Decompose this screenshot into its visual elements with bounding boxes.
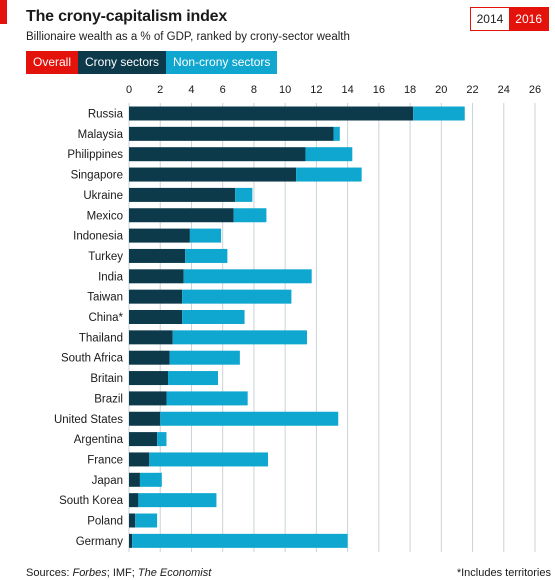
bar-noncrony: [296, 167, 362, 182]
bar-noncrony: [183, 269, 312, 284]
x-tick-label: 10: [279, 84, 291, 96]
bar-crony: [129, 432, 158, 447]
sources-label: Sources:: [26, 567, 73, 579]
bar-crony: [129, 187, 236, 202]
category-label: Thailand: [79, 332, 123, 344]
category-label: France: [87, 454, 123, 466]
source-separator: ; IMF;: [106, 567, 138, 579]
bar-crony: [129, 452, 150, 467]
bar-noncrony: [172, 330, 308, 345]
bar-crony: [129, 147, 306, 162]
year-2016-button[interactable]: 2016: [509, 8, 548, 30]
bar-crony: [129, 310, 183, 324]
category-label: Singapore: [71, 170, 123, 182]
category-label: Indonesia: [73, 231, 123, 243]
category-label: Argentina: [74, 434, 124, 446]
x-tick-label: 18: [404, 84, 416, 96]
year-2014-button[interactable]: 2014: [470, 8, 510, 30]
x-tick-label: 12: [310, 84, 322, 96]
chart-title: The crony-capitalism index: [26, 8, 228, 25]
filter-crony-button[interactable]: Crony sectors: [78, 51, 167, 74]
category-label: India: [98, 271, 124, 283]
bar-crony: [129, 248, 186, 263]
bar-crony: [129, 513, 136, 528]
bar-crony: [129, 472, 140, 487]
bar-noncrony: [182, 289, 292, 304]
category-label: Brazil: [94, 393, 123, 405]
category-label: Poland: [87, 516, 123, 528]
x-tick-label: 14: [341, 84, 353, 96]
category-label: United States: [54, 414, 123, 426]
bar-noncrony: [169, 350, 240, 365]
bar-noncrony: [233, 208, 267, 223]
brand-accent-bar: [0, 0, 7, 24]
bar-crony: [129, 269, 184, 284]
bar-noncrony: [157, 432, 167, 447]
category-label: South Korea: [59, 495, 124, 507]
filter-noncrony-button[interactable]: Non-crony sectors: [166, 51, 278, 74]
category-label: Philippines: [67, 149, 123, 161]
bar-crony: [129, 411, 161, 426]
filter-overall-button[interactable]: Overall: [26, 51, 79, 74]
bar-noncrony: [166, 391, 248, 406]
x-tick-label: 20: [435, 84, 447, 96]
category-label: Malaysia: [78, 129, 124, 141]
bar-noncrony: [132, 533, 348, 548]
category-label: Turkey: [88, 251, 123, 263]
bar-noncrony: [149, 452, 268, 467]
category-label: China*: [88, 312, 123, 324]
bar-noncrony: [413, 106, 465, 121]
bar-crony: [129, 167, 297, 182]
series-filter-tabs: Overall Crony sectors Non-crony sectors: [26, 51, 278, 74]
bar-noncrony: [333, 126, 340, 141]
bar-noncrony: [185, 248, 228, 263]
x-tick-label: 0: [126, 84, 132, 96]
x-tick-label: 6: [220, 84, 226, 96]
category-label: Russia: [88, 109, 124, 121]
bar-crony: [129, 208, 234, 223]
category-label: Japan: [92, 475, 123, 487]
x-tick-label: 8: [251, 84, 257, 96]
x-tick-label: 22: [466, 84, 478, 96]
x-tick-label: 26: [529, 84, 541, 96]
bar-crony: [129, 330, 173, 345]
bar-noncrony: [305, 147, 353, 162]
bar-crony: [129, 350, 170, 365]
footnote: *Includes territories: [456, 567, 551, 579]
bar-noncrony: [138, 493, 217, 508]
category-label: Germany: [76, 536, 124, 548]
x-tick-label: 24: [498, 84, 510, 96]
bar-noncrony: [235, 187, 253, 202]
bar-crony: [129, 391, 167, 406]
chart-subtitle: Billionaire wealth as a % of GDP, ranked…: [26, 31, 350, 43]
year-toggle: 2014 2016: [469, 7, 549, 31]
x-tick-label: 2: [157, 84, 163, 96]
x-tick-label: 4: [188, 84, 194, 96]
sources-note: Sources: Forbes; IMF; The Economist: [26, 567, 211, 579]
category-label: Ukraine: [83, 190, 123, 202]
category-label: Taiwan: [87, 292, 123, 304]
bar-crony: [129, 106, 414, 121]
bar-crony: [129, 493, 139, 508]
category-label: Mexico: [87, 210, 123, 222]
bar-noncrony: [135, 513, 158, 528]
bar-crony: [129, 126, 334, 141]
category-label: South Africa: [61, 353, 124, 365]
bar-crony: [129, 289, 183, 304]
x-tick-label: 16: [373, 84, 385, 96]
bar-noncrony: [160, 411, 339, 426]
bar-noncrony: [139, 472, 162, 487]
category-label: Britain: [90, 373, 123, 385]
bar-crony: [129, 533, 133, 548]
bar-noncrony: [182, 310, 245, 324]
source-economist: The Economist: [137, 567, 212, 579]
source-forbes: Forbes: [72, 567, 107, 579]
bar-noncrony: [189, 228, 222, 243]
bar-crony: [129, 228, 190, 243]
bar-noncrony: [168, 371, 219, 386]
bar-crony: [129, 371, 169, 386]
